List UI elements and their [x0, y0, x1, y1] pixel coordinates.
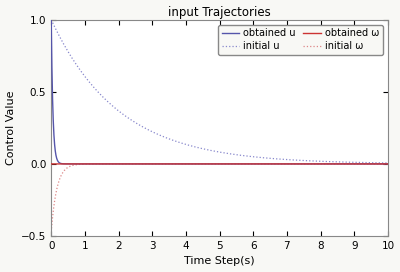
- obtained ω: [178, 162, 183, 166]
- Title: input Trajectories: input Trajectories: [168, 5, 271, 18]
- initial u: [386, 161, 390, 165]
- Legend: obtained u, initial u, obtained ω, initial ω: obtained u, initial u, obtained ω, initi…: [218, 24, 383, 55]
- obtained u: [379, 162, 384, 166]
- initial u: [49, 18, 54, 21]
- initial ω: [87, 162, 92, 166]
- obtained u: [386, 162, 390, 166]
- initial ω: [107, 162, 112, 166]
- Line: obtained u: obtained u: [51, 20, 388, 164]
- initial ω: [386, 162, 390, 166]
- initial u: [342, 160, 347, 164]
- Line: initial ω: initial ω: [51, 164, 388, 232]
- obtained ω: [342, 162, 347, 166]
- obtained u: [192, 162, 197, 166]
- obtained u: [87, 162, 92, 166]
- obtained ω: [192, 162, 197, 166]
- obtained ω: [386, 162, 390, 166]
- initial u: [379, 161, 384, 165]
- obtained ω: [379, 162, 384, 166]
- initial ω: [379, 162, 384, 166]
- X-axis label: Time Step(s): Time Step(s): [184, 256, 255, 267]
- Line: initial u: initial u: [51, 20, 388, 163]
- initial u: [107, 102, 112, 105]
- obtained u: [178, 162, 183, 166]
- Y-axis label: Control Value: Control Value: [6, 91, 16, 165]
- obtained ω: [107, 162, 112, 166]
- initial ω: [49, 230, 54, 233]
- initial ω: [178, 162, 183, 166]
- obtained u: [342, 162, 347, 166]
- obtained u: [107, 162, 112, 166]
- initial u: [192, 145, 197, 149]
- obtained ω: [49, 162, 54, 166]
- initial ω: [192, 162, 197, 166]
- obtained ω: [87, 162, 92, 166]
- initial u: [87, 81, 92, 84]
- initial u: [178, 141, 183, 144]
- initial ω: [342, 162, 347, 166]
- obtained u: [49, 18, 54, 21]
